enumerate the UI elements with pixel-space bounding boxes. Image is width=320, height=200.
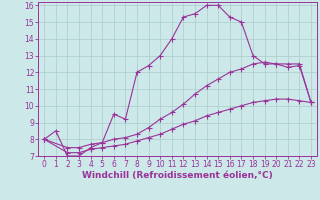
X-axis label: Windchill (Refroidissement éolien,°C): Windchill (Refroidissement éolien,°C) [82, 171, 273, 180]
